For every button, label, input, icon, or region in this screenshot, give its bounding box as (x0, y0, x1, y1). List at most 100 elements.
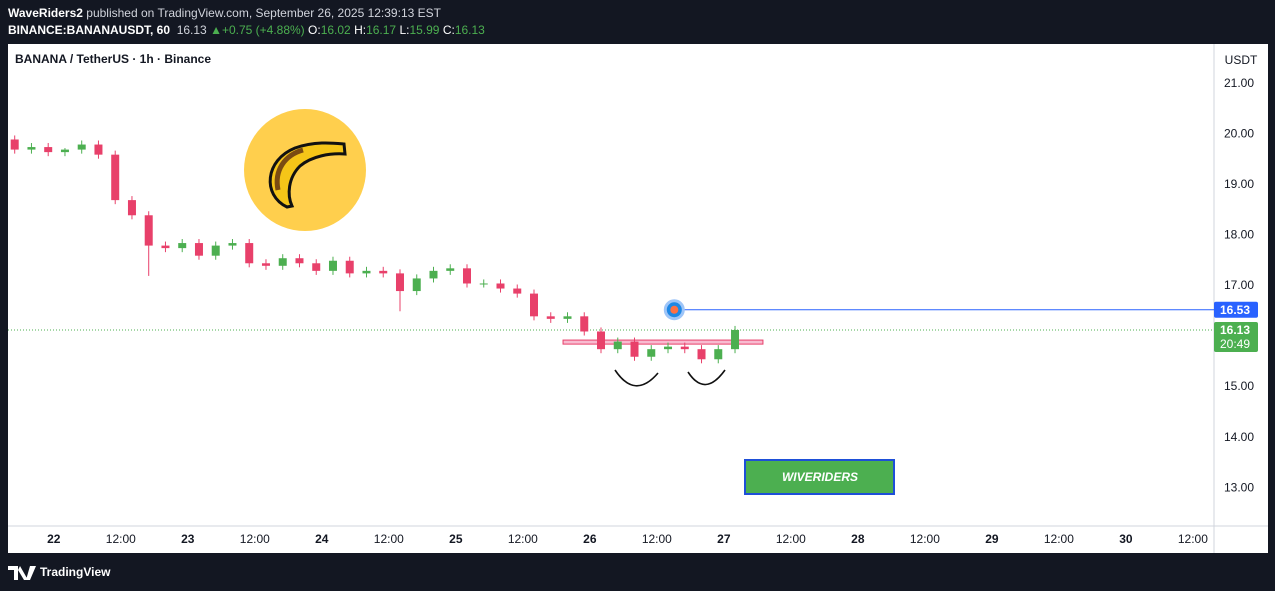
x-tick-label: 12:00 (1044, 532, 1074, 546)
watermark-box (744, 459, 895, 495)
candle-body (496, 283, 505, 289)
candle-body (630, 341, 639, 357)
watermark: WIVERIDERS (782, 470, 858, 484)
candle-body (261, 263, 270, 266)
x-tick-label: 24 (315, 532, 329, 546)
candle-body (60, 149, 69, 153)
candle-body (295, 258, 304, 264)
candle-body (194, 243, 203, 256)
header: WaveRiders2 published on TradingView.com… (8, 5, 485, 39)
chart-bg (8, 44, 1268, 553)
author: WaveRiders2 (8, 6, 83, 20)
ohlc-label: H: (354, 23, 367, 37)
ohlc-label: L: (399, 23, 410, 37)
target-price-label: 16.53 (1220, 303, 1250, 317)
ohlc: O:16.02 H:16.17 L:15.99 C:16.13 (308, 23, 485, 37)
x-tick-label: 12:00 (642, 532, 672, 546)
target-price-tag (1214, 301, 1258, 318)
last-price-tag (1214, 321, 1258, 352)
pattern-arcs (614, 369, 726, 387)
x-tick-label: 30 (1119, 532, 1133, 546)
candle-body (10, 139, 19, 150)
y-tick-label: 14.00 (1224, 430, 1254, 444)
logo (244, 109, 366, 231)
candle-body (647, 349, 656, 357)
ohlc-value: 15.99 (409, 23, 440, 37)
symbol: BINANCE:BANANAUSDT, 60 (8, 23, 171, 37)
ohlc-value: 16.02 (320, 23, 351, 37)
candle-body (597, 331, 606, 350)
candle-body (211, 245, 220, 256)
candle-body (111, 154, 120, 201)
currency: USDT (1225, 53, 1258, 67)
last-price-label: 16.13 (1220, 323, 1250, 337)
candle-body (429, 270, 438, 279)
y-tick-label: 18.00 (1224, 228, 1254, 242)
footer-brand: TradingView (40, 565, 111, 579)
candle-body (161, 245, 170, 249)
candle-body (77, 144, 86, 150)
candle-body (412, 278, 421, 292)
candle-body (379, 270, 388, 274)
last: 16.13 (176, 23, 207, 37)
x-tick-label: 26 (583, 532, 597, 546)
x-tick-label: 25 (449, 532, 463, 546)
x-tick-label: 22 (47, 532, 61, 546)
x-tick-label: 12:00 (508, 532, 538, 546)
candle-body (278, 258, 287, 266)
target-icon-core (670, 305, 679, 314)
candle-body (228, 243, 237, 246)
candle-body (446, 268, 455, 271)
change: ▲+0.75 (+4.88%) (210, 23, 305, 37)
ohlc-value: 16.17 (366, 23, 397, 37)
candle-body (362, 270, 371, 274)
candle-body (44, 147, 53, 153)
candle-body (312, 263, 321, 271)
y-tick-label: 17.00 (1224, 278, 1254, 292)
x-tick-label: 12:00 (910, 532, 940, 546)
y-tick-label: 20.00 (1224, 127, 1254, 141)
x-tick-label: 23 (181, 532, 195, 546)
countdown-label: 20:49 (1220, 337, 1250, 351)
candle-body (462, 268, 471, 284)
candle-body (513, 288, 522, 294)
candle-body (697, 349, 706, 360)
x-tick-label: 29 (985, 532, 999, 546)
publish-line: WaveRiders2 published on TradingView.com… (8, 5, 485, 22)
x-tick-label: 12:00 (106, 532, 136, 546)
x-tick-label: 27 (717, 532, 731, 546)
published: published on TradingView.com, September … (86, 6, 441, 20)
candle-body (664, 346, 673, 350)
candle-body (245, 243, 254, 264)
x-tick-label: 28 (851, 532, 865, 546)
ohlc-value: 16.13 (454, 23, 485, 37)
candle-body (563, 316, 572, 319)
resistance-zone (562, 339, 764, 345)
candle-body (395, 273, 404, 292)
candle-body (178, 243, 187, 249)
ohlc-label: C: (442, 23, 455, 37)
y-tick-label: 13.00 (1224, 480, 1254, 494)
y-tick-label: 15.00 (1224, 379, 1254, 393)
candle-body (345, 260, 354, 274)
x-tick-label: 12:00 (240, 532, 270, 546)
candle-body (328, 260, 337, 271)
ohlc-label: O: (308, 23, 321, 37)
candle-body (546, 316, 555, 319)
candle-body (144, 215, 153, 246)
candle-body (731, 329, 740, 350)
candle-body (680, 346, 689, 350)
y-tick-label: 21.00 (1224, 76, 1254, 90)
candle-body (127, 200, 136, 216)
x-tick-label: 12:00 (374, 532, 404, 546)
quote-line: BINANCE:BANANAUSDT, 60 16.13 ▲+0.75 (+4.… (8, 22, 485, 39)
candle-body (714, 349, 723, 360)
y-tick-label: 19.00 (1224, 177, 1254, 191)
chart-title: BANANA / TetherUS · 1h · Binance (15, 52, 211, 66)
candle-body (94, 144, 103, 155)
candle-body (27, 147, 36, 150)
candle-body (530, 293, 539, 317)
x-tick-label: 12:00 (776, 532, 806, 546)
